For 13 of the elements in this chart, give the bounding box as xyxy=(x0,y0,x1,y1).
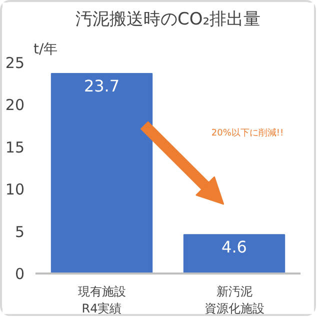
y-tick-label: 15 xyxy=(5,138,25,156)
y-tick-label: 20 xyxy=(5,96,25,114)
y-axis-title: t/年 xyxy=(34,42,58,58)
chart-title: 汚泥搬送時のCO₂排出量 xyxy=(75,10,261,30)
y-tick-label: 25 xyxy=(5,54,25,72)
x-tick-label: 新汚泥資源化施設 xyxy=(204,284,264,316)
y-tick-label: 10 xyxy=(5,180,25,199)
data-label: 23.7 xyxy=(84,76,120,96)
y-tick-label: 0 xyxy=(14,265,25,283)
annotation: 20%以下に削減!! xyxy=(211,127,284,138)
x-tick-label: 現有施設 R4実績 xyxy=(78,284,126,316)
y-tick-label: 5 xyxy=(14,222,25,241)
data-label: 4.6 xyxy=(222,238,247,257)
